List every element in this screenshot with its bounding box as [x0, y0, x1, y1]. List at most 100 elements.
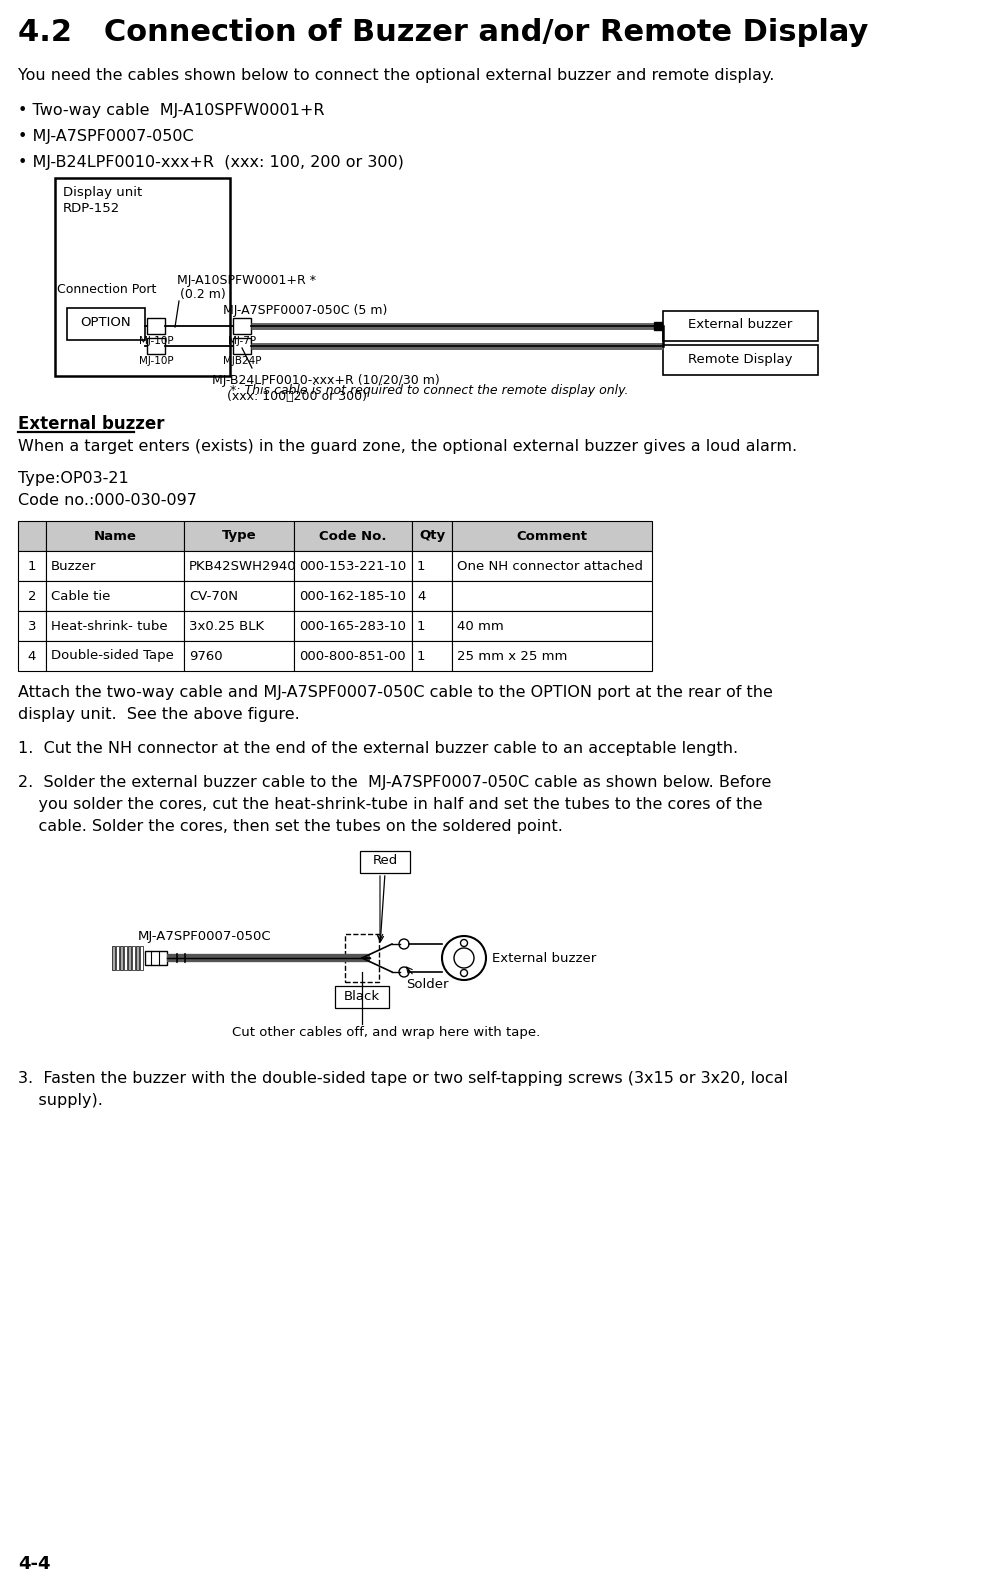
Bar — [294, 610, 412, 640]
Bar — [412, 580, 452, 610]
Text: (xxx: 100、200 or 300): (xxx: 100、200 or 300) — [227, 391, 367, 403]
Bar — [184, 552, 294, 580]
Text: 40 mm: 40 mm — [457, 620, 503, 632]
Text: 000-153-221-10: 000-153-221-10 — [299, 560, 406, 572]
Text: 2: 2 — [28, 590, 36, 602]
Text: 1: 1 — [417, 560, 426, 572]
Bar — [360, 851, 410, 873]
Text: CV-70N: CV-70N — [189, 590, 238, 602]
Bar — [132, 945, 135, 971]
Text: Type: Type — [222, 530, 256, 542]
Text: MJB24P: MJB24P — [223, 356, 261, 365]
Text: Red: Red — [372, 854, 398, 868]
Bar — [184, 640, 294, 670]
Bar — [184, 580, 294, 610]
Text: PKB42SWH2940: PKB42SWH2940 — [189, 560, 296, 572]
Text: You need the cables shown below to connect the optional external buzzer and remo: You need the cables shown below to conne… — [18, 68, 774, 82]
Bar — [335, 987, 389, 1009]
Text: Qty: Qty — [419, 530, 445, 542]
Text: One NH connector attached: One NH connector attached — [457, 560, 643, 572]
Bar — [46, 552, 184, 580]
Bar — [663, 311, 818, 341]
Bar — [46, 522, 184, 552]
Bar — [184, 522, 294, 552]
Text: MJ-A7SPF0007-050C (5 m): MJ-A7SPF0007-050C (5 m) — [223, 304, 387, 318]
Text: you solder the cores, cut the heat-shrink-tube in half and set the tubes to the : you solder the cores, cut the heat-shrin… — [18, 797, 762, 813]
Text: Heat-shrink- tube: Heat-shrink- tube — [51, 620, 167, 632]
Bar — [46, 640, 184, 670]
Bar — [18, 552, 46, 580]
Text: 3.  Fasten the buzzer with the double-sided tape or two self-tapping screws (3x1: 3. Fasten the buzzer with the double-sid… — [18, 1070, 788, 1086]
Bar — [147, 318, 165, 334]
Text: 1.  Cut the NH connector at the end of the external buzzer cable to an acceptabl: 1. Cut the NH connector at the end of th… — [18, 741, 738, 756]
Bar — [18, 640, 46, 670]
Text: Display unit: Display unit — [63, 187, 142, 199]
Text: MJ-7P: MJ-7P — [228, 337, 256, 346]
Text: supply).: supply). — [18, 1092, 102, 1108]
Bar — [124, 945, 127, 971]
Text: RDP-152: RDP-152 — [63, 202, 120, 215]
Text: When a target enters (exists) in the guard zone, the optional external buzzer gi: When a target enters (exists) in the gua… — [18, 440, 797, 454]
Text: 3: 3 — [28, 620, 36, 632]
Text: OPTION: OPTION — [81, 316, 131, 329]
Bar — [412, 610, 452, 640]
Bar — [18, 522, 46, 552]
Text: Black: Black — [344, 990, 380, 1002]
Text: MJ-A7SPF0007-050C: MJ-A7SPF0007-050C — [138, 930, 272, 942]
Bar — [663, 345, 818, 375]
Text: 000-800-851-00: 000-800-851-00 — [299, 650, 406, 662]
Text: • MJ-B24LPF0010-xxx+R  (xxx: 100, 200 or 300): • MJ-B24LPF0010-xxx+R (xxx: 100, 200 or … — [18, 155, 404, 171]
Bar — [233, 318, 251, 334]
Bar — [46, 580, 184, 610]
Bar — [18, 580, 46, 610]
Text: 3x0.25 BLK: 3x0.25 BLK — [189, 620, 264, 632]
Text: Code no.:000-030-097: Code no.:000-030-097 — [18, 493, 197, 508]
Text: 4-4: 4-4 — [18, 1556, 50, 1573]
Text: External buzzer: External buzzer — [18, 414, 164, 433]
Bar — [46, 610, 184, 640]
Bar — [112, 945, 115, 971]
Text: cable. Solder the cores, then set the tubes on the soldered point.: cable. Solder the cores, then set the tu… — [18, 819, 562, 835]
Bar — [452, 580, 652, 610]
Text: External buzzer: External buzzer — [492, 952, 596, 964]
Bar — [452, 552, 652, 580]
Text: 4.2   Connection of Buzzer and/or Remote Display: 4.2 Connection of Buzzer and/or Remote D… — [18, 17, 869, 47]
Bar — [147, 338, 165, 354]
Text: Attach the two-way cable and MJ-A7SPF0007-050C cable to the OPTION port at the r: Attach the two-way cable and MJ-A7SPF000… — [18, 685, 773, 700]
Bar — [412, 522, 452, 552]
Text: *: This cable is not required to connect the remote display only.: *: This cable is not required to connect… — [230, 384, 628, 397]
Text: 25 mm x 25 mm: 25 mm x 25 mm — [457, 650, 567, 662]
Text: MJ-10P: MJ-10P — [139, 356, 173, 365]
Text: MJ-A10SPFW0001+R *: MJ-A10SPFW0001+R * — [177, 274, 316, 288]
Bar — [294, 580, 412, 610]
Text: MJ-B24LPF0010-xxx+R (10/20/30 m): MJ-B24LPF0010-xxx+R (10/20/30 m) — [212, 375, 439, 387]
Bar — [452, 610, 652, 640]
Text: Type:OP03-21: Type:OP03-21 — [18, 471, 129, 485]
Bar — [294, 552, 412, 580]
Text: 1: 1 — [417, 650, 426, 662]
Bar — [452, 640, 652, 670]
Bar — [184, 610, 294, 640]
Bar — [67, 308, 145, 340]
Bar — [233, 338, 251, 354]
Text: Solder: Solder — [406, 979, 448, 991]
Text: Connection Port: Connection Port — [57, 283, 157, 296]
Bar — [136, 945, 139, 971]
Text: External buzzer: External buzzer — [689, 318, 793, 332]
Text: 000-162-185-10: 000-162-185-10 — [299, 590, 406, 602]
Bar — [294, 522, 412, 552]
Text: Cut other cables off, and wrap here with tape.: Cut other cables off, and wrap here with… — [232, 1026, 540, 1039]
Text: 1: 1 — [417, 620, 426, 632]
Text: • MJ-A7SPF0007-050C: • MJ-A7SPF0007-050C — [18, 130, 194, 144]
Text: Code No.: Code No. — [319, 530, 387, 542]
Circle shape — [454, 949, 474, 968]
Text: Cable tie: Cable tie — [51, 590, 110, 602]
Text: • Two-way cable  MJ-A10SPFW0001+R: • Two-way cable MJ-A10SPFW0001+R — [18, 103, 324, 119]
Text: 1: 1 — [28, 560, 36, 572]
Text: Double-sided Tape: Double-sided Tape — [51, 650, 174, 662]
Bar — [55, 179, 230, 376]
Bar — [294, 640, 412, 670]
Text: (0.2 m): (0.2 m) — [180, 288, 226, 300]
Bar — [412, 640, 452, 670]
Text: display unit.  See the above figure.: display unit. See the above figure. — [18, 707, 299, 723]
